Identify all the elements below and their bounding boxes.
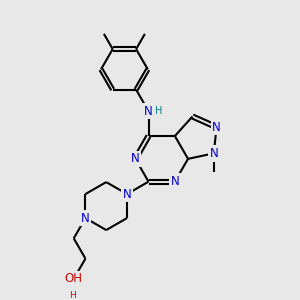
- Text: N: N: [131, 152, 140, 165]
- Text: H: H: [69, 291, 76, 300]
- Text: N: N: [123, 188, 131, 201]
- Text: N: N: [144, 105, 153, 118]
- Text: OH: OH: [65, 272, 83, 285]
- Text: N: N: [170, 175, 179, 188]
- Text: H: H: [155, 106, 162, 116]
- Text: N: N: [212, 121, 221, 134]
- Text: N: N: [81, 212, 90, 225]
- Text: N: N: [209, 147, 218, 160]
